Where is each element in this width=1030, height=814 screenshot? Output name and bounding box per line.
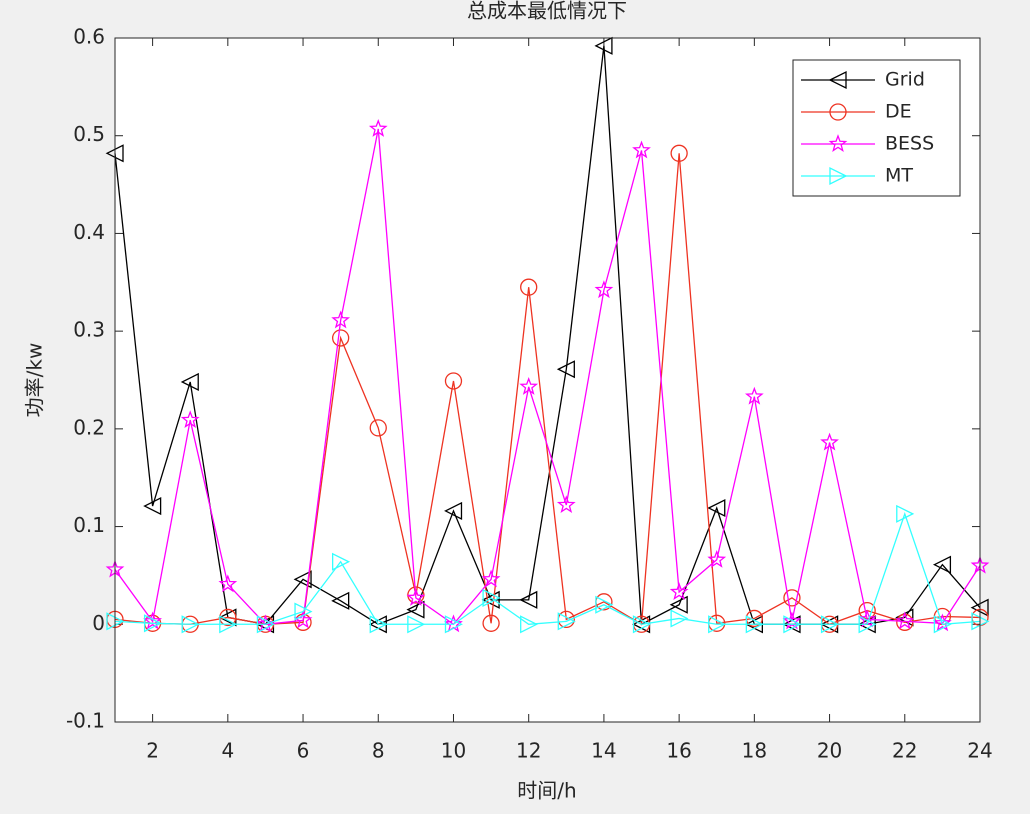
data-point (783, 615, 802, 634)
x-tick-label: 24 (967, 739, 992, 763)
data-point (519, 590, 538, 609)
data-point (670, 609, 689, 628)
x-tick-label: 20 (817, 739, 842, 763)
data-point (520, 615, 539, 634)
data-point (519, 376, 539, 395)
legend-label: MT (885, 165, 913, 187)
data-point (482, 588, 501, 607)
x-tick-label: 2 (146, 739, 159, 763)
data-point (444, 372, 463, 390)
legend-label: Grid (885, 69, 925, 91)
y-tick-label: 0.3 (73, 318, 105, 342)
data-point (896, 504, 915, 523)
legend-box (792, 59, 961, 197)
data-point (218, 574, 238, 593)
x-tick-label: 10 (441, 739, 466, 763)
data-point (895, 611, 915, 630)
data-point (858, 615, 877, 634)
data-point (180, 410, 200, 429)
data-point (219, 615, 238, 634)
x-tick-label: 12 (516, 739, 541, 763)
data-point (143, 496, 162, 516)
y-tick-label: 0.2 (73, 415, 105, 439)
data-point (293, 570, 312, 589)
y-tick-label: 0.4 (73, 220, 105, 244)
data-point (595, 593, 613, 611)
data-point (256, 615, 275, 634)
data-point (556, 360, 575, 379)
data-point (332, 329, 350, 347)
x-tick-label: 8 (372, 739, 385, 763)
data-point (520, 278, 538, 296)
data-point (745, 615, 764, 634)
data-point (670, 144, 688, 162)
data-point (708, 615, 727, 634)
data-point (481, 569, 501, 588)
data-point (180, 372, 199, 392)
data-point (368, 119, 388, 137)
data-point (708, 614, 726, 632)
data-point (444, 501, 463, 520)
data-point (406, 600, 425, 619)
data-point (294, 613, 312, 631)
data-point (971, 608, 989, 627)
x-tick-label: 18 (742, 739, 767, 763)
data-point (820, 615, 840, 634)
legend-marker (829, 166, 848, 186)
data-point (481, 590, 500, 609)
data-point (369, 419, 387, 437)
y-tick-label: -0.1 (66, 709, 105, 733)
data-point (444, 615, 463, 634)
legend-marker (828, 70, 847, 90)
legend-label: BESS (885, 133, 934, 155)
data-point (595, 595, 614, 614)
y-tick-label: 0 (92, 611, 105, 635)
x-axis-label: 时间/h (517, 779, 576, 803)
y-axis-label: 功率/kw (23, 343, 47, 418)
data-point (669, 582, 689, 601)
data-point (932, 555, 952, 574)
data-point (143, 614, 163, 633)
data-point (933, 613, 952, 632)
y-tick-label: 0.6 (73, 25, 105, 49)
x-tick-label: 6 (297, 739, 310, 763)
data-point (594, 36, 613, 55)
data-point (632, 615, 651, 634)
x-tick-label: 14 (591, 739, 616, 763)
data-point (106, 610, 124, 628)
data-point (632, 140, 651, 159)
data-point (669, 595, 688, 614)
y-tick-label: 0.5 (73, 122, 105, 146)
data-point (407, 615, 426, 634)
y-tick-label: 0.1 (73, 513, 105, 537)
data-point (557, 612, 576, 631)
axes-box (114, 37, 981, 723)
data-point (594, 280, 614, 299)
x-tick-label: 22 (892, 739, 917, 763)
data-point (294, 602, 313, 621)
chart-title: 总成本最低情况下 (467, 0, 627, 23)
data-point (557, 610, 575, 628)
data-point (332, 552, 351, 571)
series-line (114, 511, 981, 625)
data-point (482, 614, 500, 632)
legend-marker (828, 134, 848, 152)
data-point (707, 498, 726, 518)
data-point (556, 495, 576, 514)
data-point (369, 615, 388, 634)
data-point (933, 615, 952, 634)
data-point (331, 310, 351, 329)
data-point (331, 591, 350, 610)
data-point (143, 611, 162, 630)
legend-marker (829, 103, 847, 121)
data-point (820, 432, 839, 451)
data-point (406, 588, 426, 606)
data-point (181, 615, 200, 634)
data-point (707, 549, 727, 568)
data-point (744, 386, 764, 405)
x-tick-label: 4 (221, 739, 234, 763)
legend-label: DE (885, 101, 912, 123)
x-tick-label: 16 (666, 739, 691, 763)
